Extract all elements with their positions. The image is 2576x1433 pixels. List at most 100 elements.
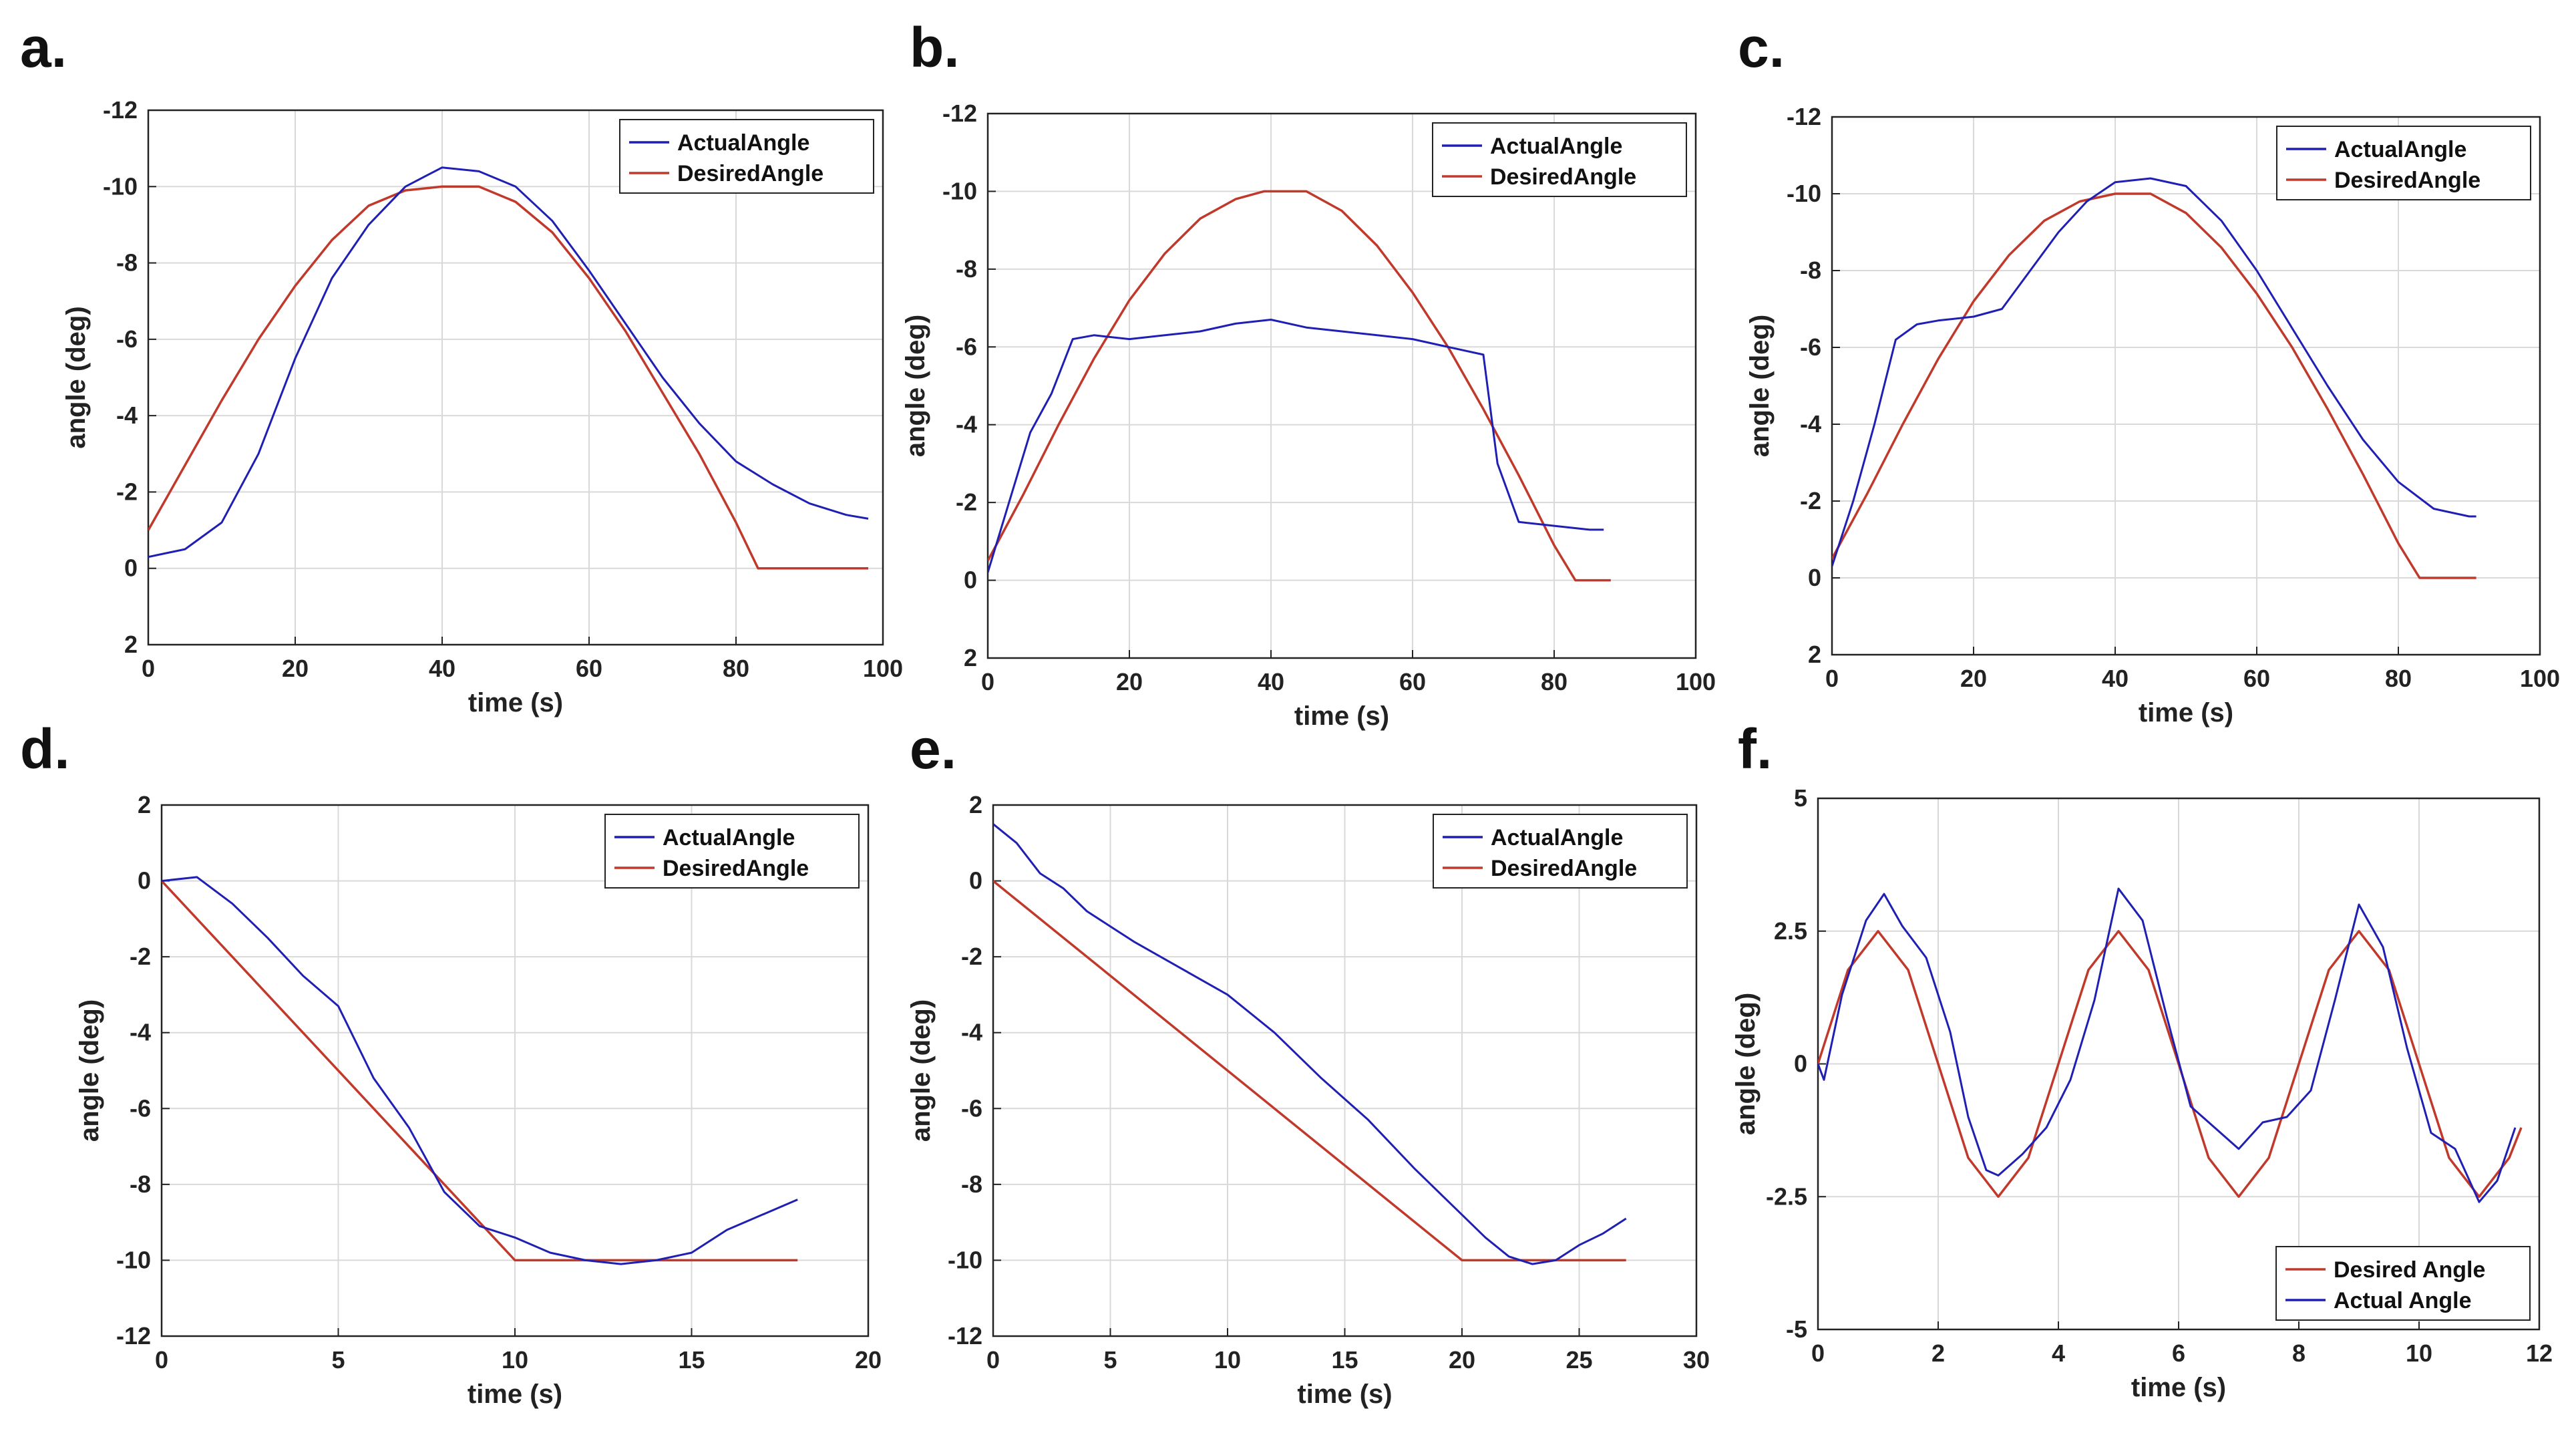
plot-area bbox=[988, 114, 1696, 658]
x-tick-label: 100 bbox=[1676, 668, 1716, 695]
series-line-actualangle bbox=[148, 166, 869, 559]
panel-letter: c. bbox=[1738, 16, 1785, 79]
x-tick-label: 25 bbox=[1566, 1346, 1592, 1374]
legend-entry: ActualAngle bbox=[2334, 137, 2466, 162]
y-tick-label: 2 bbox=[138, 791, 151, 818]
legend-entry: DesiredAngle bbox=[1490, 164, 1636, 190]
y-tick-label: -10 bbox=[103, 172, 138, 200]
y-tick-label: 0 bbox=[964, 567, 977, 594]
plot-area bbox=[1832, 117, 2540, 655]
x-tick-label: 60 bbox=[1399, 668, 1426, 695]
legend-entry: ActualAngle bbox=[1490, 134, 1622, 159]
legend: ActualAngle DesiredAngle bbox=[604, 814, 860, 889]
x-tick-label: 10 bbox=[2406, 1339, 2432, 1367]
axes-frame bbox=[1831, 116, 2541, 656]
y-tick-label: 5 bbox=[1794, 784, 1807, 812]
y-tick-label: 2 bbox=[124, 631, 138, 658]
y-axis-label: angle (deg) bbox=[1731, 993, 1761, 1135]
series-line-actualangle bbox=[162, 876, 798, 1265]
y-tick-label: -10 bbox=[948, 1246, 982, 1273]
x-tick-label: 30 bbox=[1683, 1346, 1710, 1374]
x-tick-label: 20 bbox=[282, 655, 309, 682]
series-line-actualangle bbox=[993, 823, 1627, 1265]
y-tick-label: 2 bbox=[1808, 641, 1821, 668]
x-tick-label: 40 bbox=[429, 655, 455, 682]
y-tick-label: 0 bbox=[969, 867, 982, 895]
legend: ActualAngle DesiredAngle bbox=[619, 119, 874, 194]
legend-entry: ActualAngle bbox=[677, 130, 809, 156]
legend-box bbox=[604, 814, 860, 889]
x-tick-label: 60 bbox=[576, 655, 602, 682]
panel-e: e. 0 5 10 15 20 25 30 -12 -10 -8 -6 -4 -2 0 2 time (s) an… bbox=[906, 718, 1710, 1409]
y-tick-label: -2 bbox=[116, 478, 138, 505]
y-tick-label: -4 bbox=[130, 1019, 151, 1046]
x-tick-label: 5 bbox=[1103, 1346, 1117, 1374]
x-tick-label: 100 bbox=[863, 655, 903, 682]
legend-entry: DesiredAngle bbox=[1491, 856, 1637, 881]
x-tick-label: 20 bbox=[855, 1346, 882, 1374]
y-tick-label: -6 bbox=[961, 1094, 982, 1122]
y-tick-label: -10 bbox=[116, 1246, 151, 1273]
legend: ActualAngle DesiredAngle bbox=[2276, 126, 2531, 200]
x-tick-label: 80 bbox=[2385, 665, 2412, 692]
legend-box bbox=[1432, 122, 1687, 197]
legend-entry: Desired Angle bbox=[2334, 1257, 2485, 1283]
axes-frame bbox=[986, 112, 1697, 659]
panel-letter: d. bbox=[20, 718, 70, 780]
series-line-desiredangle bbox=[148, 185, 868, 570]
plot-area bbox=[148, 110, 883, 645]
y-tick-label: 0 bbox=[1808, 564, 1821, 591]
legend-entry: Actual Angle bbox=[2334, 1288, 2472, 1313]
y-tick-label: -10 bbox=[1787, 180, 1821, 207]
series-line-desiredangle bbox=[162, 880, 798, 1262]
panel-d: d. 0 5 10 15 20 -12 -10 -8 -6 -4 -2 0 2 time (s) angle … bbox=[20, 718, 882, 1409]
x-axis-label: time (s) bbox=[1297, 1380, 1392, 1409]
legend-entry: DesiredAngle bbox=[677, 161, 823, 186]
legend-entry: DesiredAngle bbox=[663, 856, 809, 881]
x-axis-label: time (s) bbox=[2139, 698, 2233, 728]
x-tick-label: 4 bbox=[2052, 1339, 2065, 1367]
y-tick-label: -2 bbox=[1800, 487, 1821, 514]
y-tick-label: -5 bbox=[1786, 1315, 1807, 1343]
x-tick-label: 100 bbox=[2520, 665, 2560, 692]
y-tick-label: -6 bbox=[116, 325, 138, 353]
panel-letter: a. bbox=[20, 16, 67, 79]
y-tick-label: 0 bbox=[124, 554, 138, 582]
series-line-desiredangle bbox=[993, 880, 1626, 1262]
x-tick-label: 15 bbox=[1331, 1346, 1358, 1374]
legend-entry: DesiredAngle bbox=[2334, 168, 2480, 193]
y-tick-label: -10 bbox=[942, 177, 977, 204]
y-tick-label: 0 bbox=[1794, 1050, 1807, 1078]
legend-box bbox=[619, 119, 874, 194]
y-tick-label: -12 bbox=[1787, 103, 1821, 130]
y-axis-label: angle (deg) bbox=[901, 315, 930, 457]
y-tick-label: -2 bbox=[130, 943, 151, 970]
series-line-actualangle bbox=[988, 319, 1604, 573]
x-tick-label: 20 bbox=[1960, 665, 1987, 692]
legend-entry: ActualAngle bbox=[1491, 825, 1623, 850]
legend-box bbox=[2276, 126, 2531, 200]
x-axis-label: time (s) bbox=[1294, 701, 1389, 731]
y-tick-label: -2 bbox=[961, 943, 982, 970]
y-tick-label: 2.5 bbox=[1774, 917, 1807, 945]
x-tick-label: 6 bbox=[2172, 1339, 2185, 1367]
x-tick-label: 0 bbox=[986, 1346, 1000, 1374]
y-tick-label: -8 bbox=[961, 1170, 982, 1198]
legend-box bbox=[2275, 1246, 2531, 1321]
x-tick-label: 60 bbox=[2243, 665, 2270, 692]
x-tick-label: 10 bbox=[1214, 1346, 1241, 1374]
x-tick-label: 0 bbox=[155, 1346, 168, 1374]
y-tick-label: -2.5 bbox=[1766, 1182, 1807, 1210]
y-tick-label: 2 bbox=[964, 644, 977, 671]
y-tick-label: -12 bbox=[948, 1322, 982, 1349]
series-line-desiredangle bbox=[988, 190, 1611, 582]
y-tick-label: -8 bbox=[956, 255, 977, 283]
x-tick-label: 0 bbox=[142, 655, 155, 682]
x-tick-label: 10 bbox=[502, 1346, 528, 1374]
legend-box bbox=[1433, 814, 1688, 889]
y-axis-label: angle (deg) bbox=[906, 999, 936, 1142]
x-tick-label: 80 bbox=[1541, 668, 1568, 695]
y-tick-label: -4 bbox=[1800, 410, 1821, 438]
legend: Desired Angle Actual Angle bbox=[2275, 1246, 2531, 1321]
